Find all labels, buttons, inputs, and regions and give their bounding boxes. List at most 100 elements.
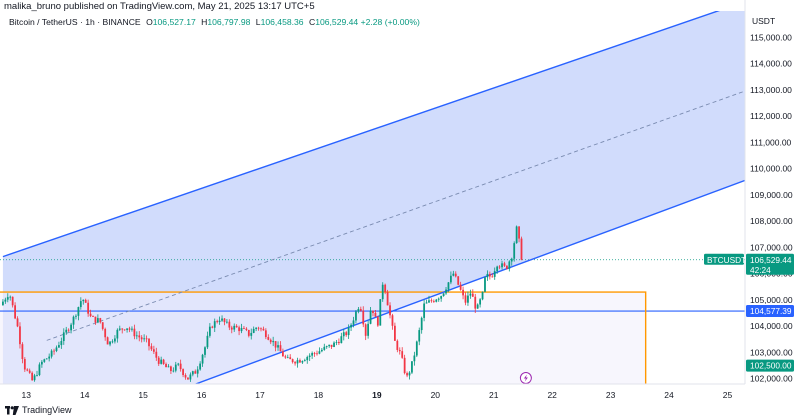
candle-body (135, 335, 138, 337)
price-tick-label: 112,000.00 (750, 111, 792, 121)
candle-body (381, 284, 384, 300)
candle-body (425, 302, 428, 304)
candle-body (333, 342, 335, 347)
candle-body (384, 284, 387, 293)
countdown-tag: 42:24 (750, 265, 771, 275)
candle-body (364, 324, 367, 336)
candle-body (316, 353, 318, 355)
time-tick-label: 16 (197, 390, 207, 400)
candle-body (415, 341, 418, 356)
time-tick-label: 22 (547, 390, 557, 400)
channel-lower-line[interactable] (195, 179, 745, 384)
lightning-icon (523, 374, 528, 382)
high-value: 106,797.98 (207, 17, 251, 27)
candle-body (406, 373, 408, 376)
candle-body (104, 328, 107, 338)
candle-body (432, 301, 435, 302)
candle-body (413, 355, 416, 362)
candle-body (284, 356, 287, 358)
candle-body (87, 302, 90, 314)
candle-body (479, 299, 482, 305)
candle-body (454, 273, 457, 277)
candle-body (84, 299, 87, 303)
level-tag-104577-bg (746, 305, 794, 318)
candle-body (374, 312, 377, 317)
time-axis[interactable]: 13 14 15 16 17 18 19 20 21 22 23 24 25 (0, 383, 800, 419)
candle-body (252, 328, 255, 333)
candle-body (201, 354, 204, 364)
candle-body (510, 258, 513, 262)
candle-body (335, 341, 338, 343)
candle-body (174, 364, 177, 371)
candle-body (65, 329, 68, 333)
candle-body (449, 275, 452, 283)
tradingview-brand: TradingView (22, 405, 72, 415)
candle-body (145, 338, 148, 340)
candle-body (238, 327, 240, 332)
plot-area[interactable] (0, 2, 745, 384)
candle-body (150, 346, 153, 350)
candle-body (89, 313, 92, 317)
candle-body (505, 265, 508, 269)
candle-body (264, 330, 267, 338)
candle-body (491, 276, 494, 278)
candle-body (393, 325, 396, 341)
candle-body (131, 328, 133, 330)
candle-body (62, 332, 65, 342)
candle-body (484, 277, 486, 292)
price-tick-label: 110,000.00 (750, 164, 792, 174)
candle-body (474, 296, 477, 309)
candle-body (213, 321, 216, 328)
candle-body (123, 329, 126, 331)
candle-body (70, 324, 72, 331)
candle-body (391, 315, 394, 326)
candle-body (306, 357, 309, 361)
candle-body (294, 362, 296, 364)
candle-body (289, 357, 292, 360)
time-tick-label: 25 (723, 390, 733, 400)
symbol-name[interactable]: Bitcoin / TetherUS · 1h · BINANCE (9, 17, 141, 27)
price-tick-label: 113,000.00 (750, 85, 792, 95)
candle-body (508, 261, 511, 269)
candle-body (257, 327, 260, 329)
candle-body (255, 327, 258, 329)
last-price-tag-bg (746, 253, 794, 275)
time-tick-label: 13 (22, 390, 32, 400)
candle-body (347, 327, 350, 336)
price-tick-label: 108,000.00 (750, 216, 793, 226)
candle-body (26, 369, 29, 371)
candle-body (435, 299, 438, 302)
change-value: +2.28 (+0.00%) (360, 17, 420, 27)
candle-body (72, 316, 75, 325)
candle-body (296, 360, 299, 364)
candle-body (114, 338, 116, 342)
candle-body (19, 326, 21, 345)
candle-body (318, 351, 321, 354)
symbol-tag-bg (704, 253, 744, 265)
channel-upper-line[interactable] (2, 10, 722, 258)
candle-body (211, 326, 214, 328)
channel-median-line[interactable] (46, 90, 745, 341)
candle-body (11, 296, 14, 306)
candle-body (109, 341, 111, 345)
candle-body (325, 346, 328, 347)
currency-label: USDT (752, 16, 775, 26)
candle-body (152, 349, 155, 352)
candle-body (121, 328, 124, 330)
candle-body (67, 329, 70, 331)
tradingview-icon (5, 405, 19, 415)
price-tick-label: 102,000.00 (750, 374, 793, 384)
tradingview-logo[interactable]: TradingView (5, 405, 72, 415)
candle-body (223, 318, 226, 323)
range-box-border[interactable] (0, 291, 647, 384)
candle-body (471, 293, 474, 297)
candle-body (357, 308, 360, 312)
candle-body (218, 320, 221, 323)
candle-body (99, 318, 102, 323)
candle-body (55, 347, 58, 351)
candle-body (352, 320, 355, 325)
price-axis[interactable]: USDT 102,000.00 103,000.00 104,000.00 105,00… (704, 0, 800, 419)
candle-body (376, 316, 379, 326)
candle-body (267, 337, 270, 340)
